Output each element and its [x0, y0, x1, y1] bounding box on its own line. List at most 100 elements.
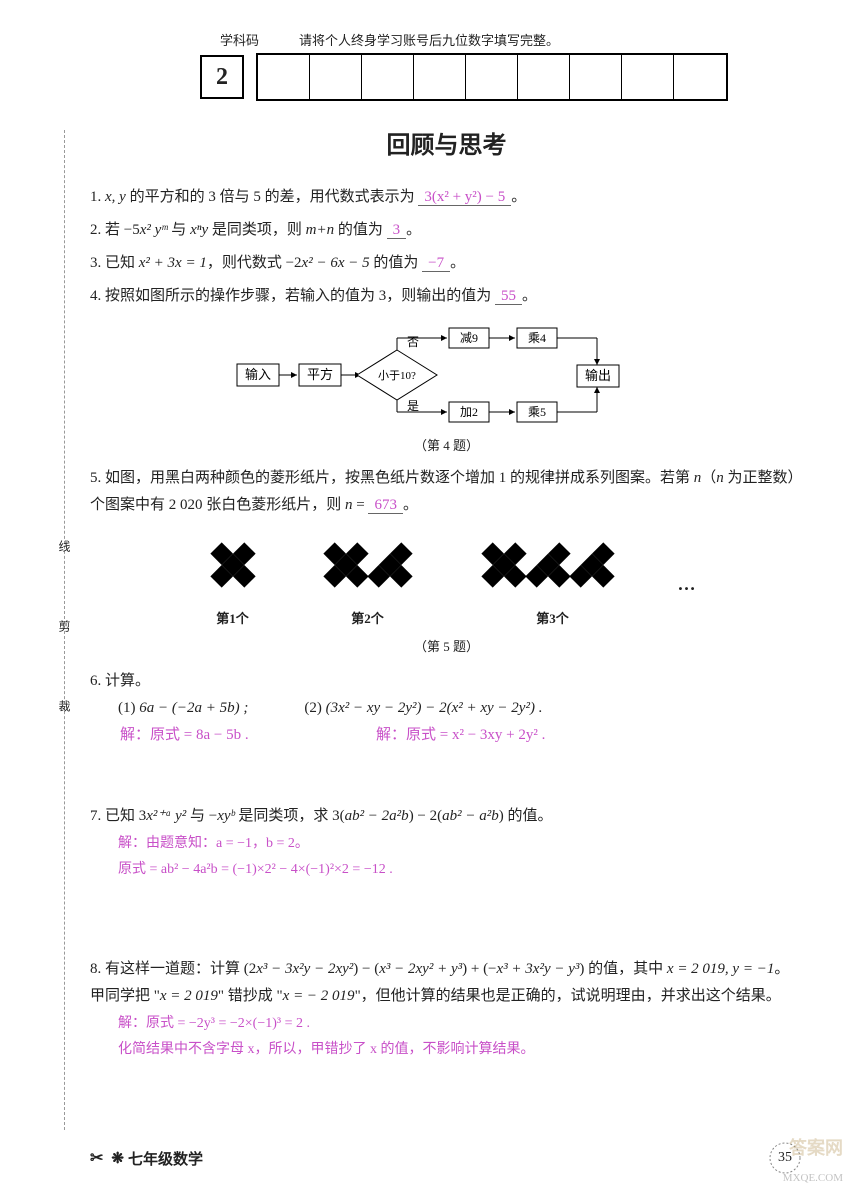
question-5: 5. 如图，用黑白两种颜色的菱形纸片，按黑色纸片数逐个增加 1 的规律拼成系列图… — [90, 465, 803, 519]
part-label: (1) — [118, 700, 136, 716]
q-text: 。 — [450, 255, 465, 271]
q-text: 的值为 — [370, 255, 423, 271]
q-title: 6. 计算。 — [90, 668, 803, 695]
acct-cell — [622, 55, 674, 99]
svg-text:乘5: 乘5 — [527, 405, 545, 419]
subject-label: 学科码 — [220, 30, 259, 49]
q-text: 。 — [406, 222, 421, 238]
q-text: " 错抄成 " — [218, 988, 283, 1004]
question-1: 1. x, y 的平方和的 3 倍与 5 的差，用代数式表示为 3(x² + y… — [90, 184, 803, 211]
q-text: 。 — [511, 189, 526, 205]
solution: 化简结果中不含字母 x，所以，甲错抄了 x 的值，不影响计算结果。 — [118, 1038, 803, 1062]
scissor-icon: ✂ — [90, 1148, 103, 1168]
expr: ab² − 2a²b — [345, 808, 409, 824]
pattern-label: 第3个 — [468, 607, 638, 630]
expr: x³ + 3x²y − y³ — [497, 961, 580, 977]
caption: （第 4 题） — [90, 434, 803, 457]
q-text: 3. 已知 — [90, 255, 139, 271]
expr: x² yᵐ — [140, 222, 168, 238]
answer: 3 — [387, 222, 407, 239]
caption: （第 5 题） — [90, 635, 803, 658]
solution: 解：由题意知：a = −1，b = 2。 — [118, 832, 803, 856]
expr: ab² − a²b — [442, 808, 499, 824]
svg-text:是: 是 — [407, 399, 419, 413]
page-title: 回顾与思考 — [90, 125, 803, 160]
pattern-1: 第1个 — [198, 537, 268, 630]
margin-label: 剪 — [56, 620, 73, 632]
var: n — [345, 497, 353, 513]
q-text: ，则代数式 −2 — [207, 255, 302, 271]
question-7: 7. 已知 3x²⁺ᵃ y² 与 −xyᵇ 是同类项，求 3(ab² − 2a²… — [90, 803, 803, 882]
flowchart: 输入 平方 小于10? 否 减9 乘4 是 加2 — [90, 320, 803, 430]
q-text: 7. 已知 3 — [90, 808, 146, 824]
q-text: ) − ( — [353, 961, 379, 977]
var: n — [716, 470, 724, 486]
svg-text:输出: 输出 — [584, 368, 610, 383]
expr: x³ − 3x²y − 2xy² — [256, 961, 353, 977]
acct-cell — [362, 55, 414, 99]
question-6: 6. 计算。 (1) 6a − (−2a + 5b) ; (2) (3x² − … — [90, 668, 803, 749]
q-text: 与 − — [186, 808, 217, 824]
expr: x = 2 019, y = −1 — [667, 961, 774, 977]
answer: 673 — [368, 497, 403, 514]
expr: m+n — [306, 222, 334, 238]
answer: 3(x² + y²) − 5 — [418, 189, 511, 206]
margin-label: 裁 — [56, 700, 73, 712]
question-8: 8. 有这样一道题：计算 (2x³ − 3x²y − 2xy²) − (x³ −… — [90, 956, 803, 1062]
expr: x = 2 019 — [160, 988, 218, 1004]
solution: 解：原式 = x² − 3xy + 2y² . — [374, 727, 547, 743]
acct-cell — [414, 55, 466, 99]
expr: x²⁺ᵃ y² — [146, 808, 186, 824]
q-text: = — [353, 497, 369, 513]
acct-cell — [570, 55, 622, 99]
q-text: 的平方和的 3 倍与 5 的差，用代数式表示为 — [126, 189, 419, 205]
part-label: (2) — [304, 700, 322, 716]
pattern-label: 第1个 — [198, 607, 268, 630]
acct-cell — [674, 55, 726, 99]
q-text: ) 的值。 — [499, 808, 553, 824]
header: 学科码 请将个人终身学习账号后九位数字填写完整。 2 — [90, 30, 803, 101]
answer: −7 — [422, 255, 450, 272]
acct-cell — [518, 55, 570, 99]
acct-cell — [258, 55, 310, 99]
q-text: ) 的值，其中 — [579, 961, 667, 977]
question-4: 4. 按照如图所示的操作步骤，若输入的值为 3，则输出的值为 55。 — [90, 283, 803, 310]
expr: 6a − (−2a + 5b) ; — [139, 700, 248, 716]
solution: 解：原式 = −2y³ = −2×(−1)³ = 2 . — [118, 1012, 803, 1036]
q-text: 。 — [403, 497, 418, 513]
footer-text: 七年级数学 — [128, 1148, 203, 1169]
expr: x² + 3x = 1 — [139, 255, 207, 271]
q-text: ) + (− — [462, 961, 496, 977]
svg-text:否: 否 — [407, 335, 419, 349]
acct-boxes — [256, 53, 728, 101]
pattern-label: 第2个 — [308, 607, 428, 630]
watermark-url: MXQE.COM — [783, 1172, 843, 1184]
svg-text:小于10?: 小于10? — [378, 369, 416, 382]
expr: x = − 2 019 — [283, 988, 355, 1004]
q-text: ) − 2( — [409, 808, 442, 824]
expr: xyᵇ — [217, 808, 234, 824]
q-text: 与 — [168, 222, 191, 238]
acct-cell — [466, 55, 518, 99]
solution: 解：原式 = 8a − 5b . — [118, 727, 251, 743]
expr: (3x² − xy − 2y²) − 2(x² + xy − 2y²) . — [326, 700, 543, 716]
margin-label: 线 — [56, 540, 73, 552]
solution: 原式 = ab² − 4a²b = (−1)×2² − 4×(−1)²×2 = … — [118, 858, 803, 882]
q-text: 8. 有这样一道题：计算 (2 — [90, 961, 256, 977]
acct-cell — [310, 55, 362, 99]
question-3: 3. 已知 x² + 3x = 1，则代数式 −2x² − 6x − 5 的值为… — [90, 250, 803, 277]
patterns: 第1个 第2个 — [90, 537, 803, 630]
decorative-icon: ❋ — [111, 1149, 124, 1168]
q-text: 2. 若 −5 — [90, 222, 140, 238]
question-2: 2. 若 −5x² yᵐ 与 xⁿy 是同类项，则 m+n 的值为 3。 — [90, 217, 803, 244]
expr: xⁿy — [190, 222, 208, 238]
watermark: 答案网 — [789, 1134, 843, 1160]
q-text: （ — [701, 470, 716, 486]
svg-text:平方: 平方 — [306, 367, 332, 382]
q-text: 是同类项，则 — [208, 222, 306, 238]
q-text: 的值为 — [334, 222, 387, 238]
q-text: 5. 如图，用黑白两种颜色的菱形纸片，按黑色纸片数逐个增加 1 的规律拼成系列图… — [90, 470, 694, 486]
pattern-3: 第3个 — [468, 537, 638, 630]
var: x, y — [105, 189, 126, 205]
ellipsis: … — [678, 568, 696, 600]
